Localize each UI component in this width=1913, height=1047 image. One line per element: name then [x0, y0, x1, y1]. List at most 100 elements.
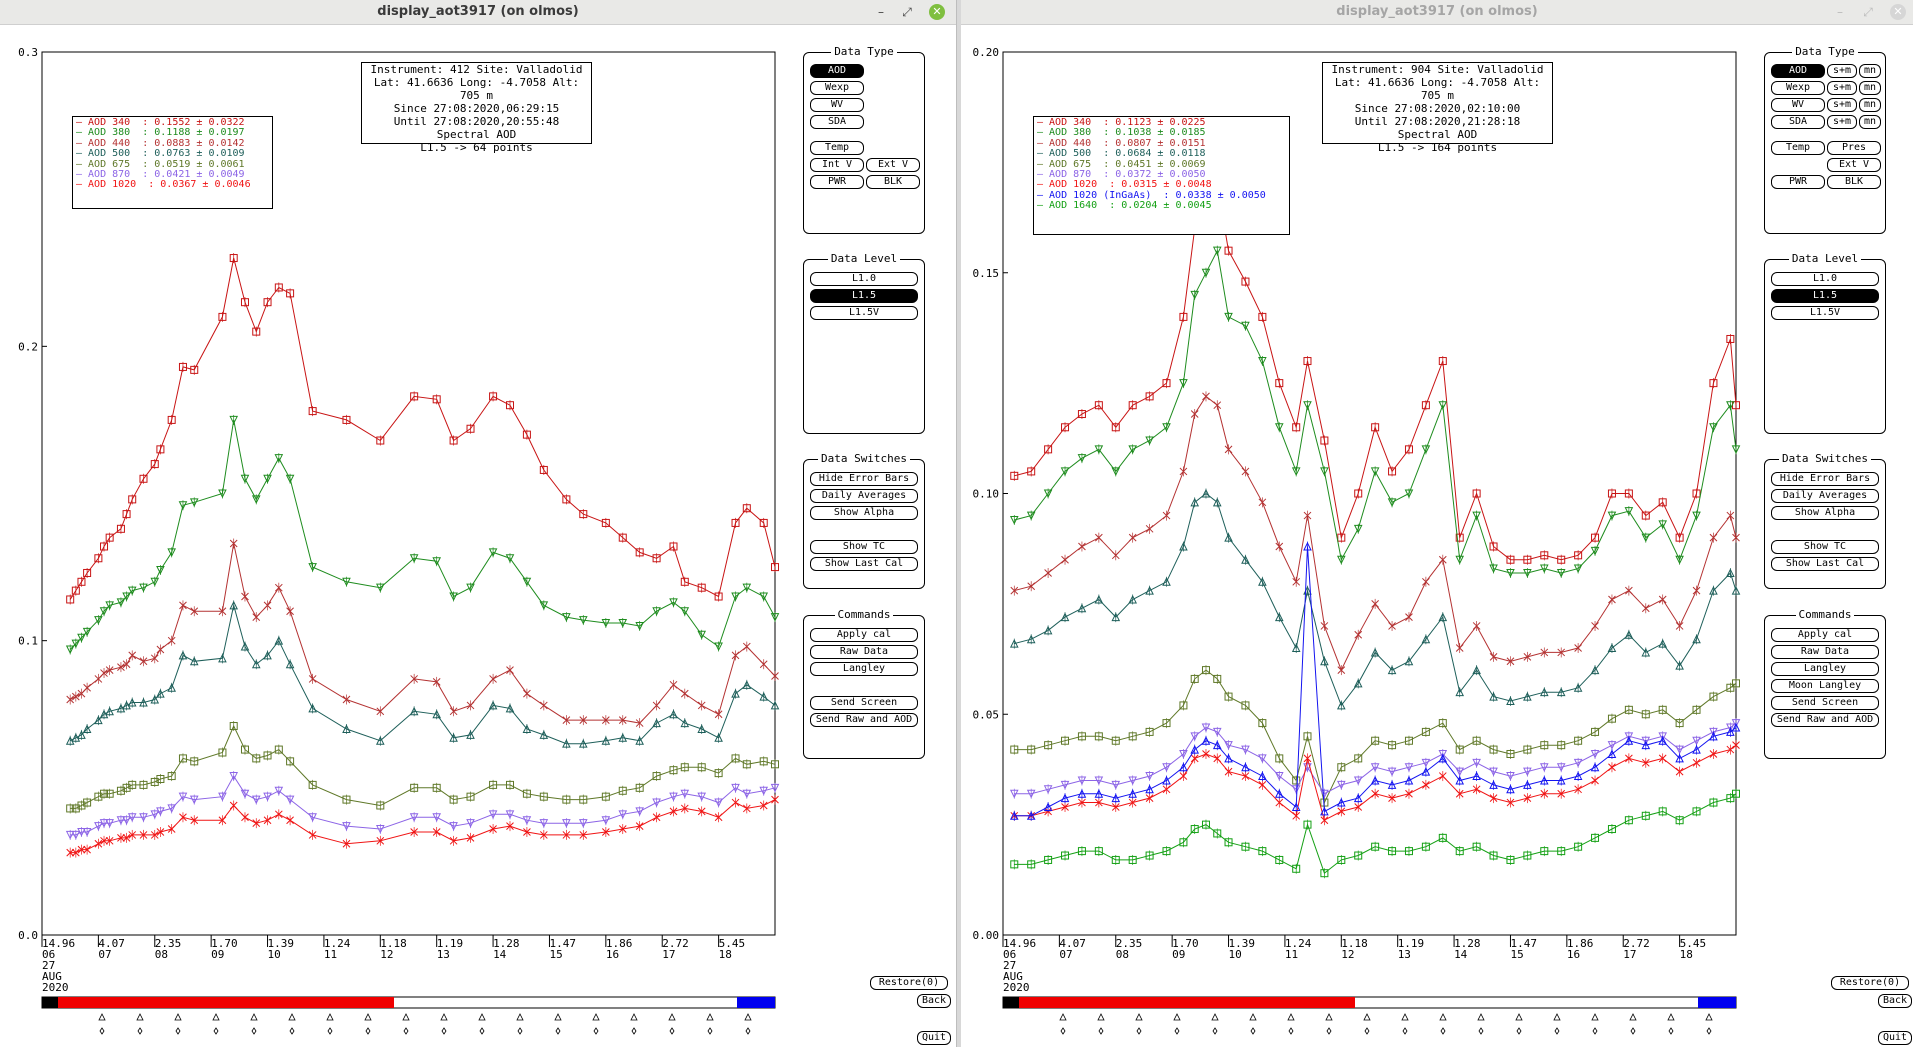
data-point [1026, 789, 1036, 799]
show-alpha-button[interactable]: Show Alpha [810, 506, 918, 520]
quit-button[interactable]: Quit [1878, 1031, 1912, 1045]
data-point [1658, 705, 1667, 714]
data-point [83, 683, 91, 692]
show-last-cal-button[interactable]: Show Last Cal [810, 557, 918, 571]
ext-v-button[interactable]: Ext V [1827, 158, 1881, 172]
wexp-button[interactable]: Wexp [1771, 81, 1825, 95]
x-tick-label: 1.18 [380, 937, 407, 950]
pres-button[interactable]: Pres [1827, 141, 1881, 155]
legend-entry: — AOD 440 : 0.0883 ± 0.0142 [76, 137, 245, 149]
level-l10-button[interactable]: L1.0 [1771, 272, 1879, 286]
blk-button[interactable]: BLK [866, 175, 920, 189]
level-l15v-button[interactable]: L1.5V [1771, 306, 1879, 320]
back-button[interactable]: Back [1878, 994, 1912, 1008]
level-l15-button[interactable]: L1.5 [810, 289, 918, 303]
level-l15-button[interactable]: L1.5 [1771, 289, 1879, 303]
sda-button[interactable]: SDA [810, 115, 864, 129]
hide-error-bars-button[interactable]: Hide Error Bars [1771, 472, 1879, 486]
show-tc-button[interactable]: Show TC [1771, 540, 1879, 554]
back-button[interactable]: Back [917, 994, 951, 1008]
data-point [1061, 851, 1070, 860]
close-icon[interactable]: ✕ [929, 4, 945, 20]
sm-button[interactable]: s+m [1827, 64, 1857, 78]
send-raw-and-aod-button[interactable]: Send Raw and AOD [1771, 713, 1879, 727]
daily-averages-button[interactable]: Daily Averages [810, 489, 918, 503]
window-titlebar[interactable]: display_aot3917 (on olmos) – ⤢ ✕ [0, 0, 956, 25]
data-point [1709, 692, 1718, 701]
send-raw-and-aod-button[interactable]: Send Raw and AOD [810, 713, 918, 727]
data-point [618, 786, 627, 795]
mn-button[interactable]: mn [1859, 64, 1881, 78]
temp-button[interactable]: Temp [810, 141, 864, 155]
apply-cal-button[interactable]: Apply cal [810, 628, 918, 642]
level-l10-button[interactable]: L1.0 [810, 272, 918, 286]
show-last-cal-button[interactable]: Show Last Cal [1771, 557, 1879, 571]
series-line [70, 775, 776, 836]
aod-button[interactable]: AOD [1771, 64, 1825, 78]
close-icon[interactable]: ✕ [1890, 4, 1906, 20]
send-screen-button[interactable]: Send Screen [810, 696, 918, 710]
show-tc-button[interactable]: Show TC [810, 540, 918, 554]
level-l15v-button[interactable]: L1.5V [810, 306, 918, 320]
x-tick-label: 1.39 [268, 937, 295, 950]
temp-button[interactable]: Temp [1771, 141, 1825, 155]
sm-button[interactable]: s+m [1827, 115, 1857, 129]
raw-data-button[interactable]: Raw Data [1771, 645, 1879, 659]
hide-error-bars-button[interactable]: Hide Error Bars [810, 472, 918, 486]
data-point [1010, 745, 1019, 754]
data-point [139, 583, 148, 593]
pwr-button[interactable]: PWR [810, 175, 864, 189]
data-point [1590, 546, 1600, 556]
ext-v-button[interactable]: Ext V [866, 158, 920, 172]
sm-button[interactable]: s+m [1827, 81, 1857, 95]
series-line [70, 724, 776, 809]
minimize-icon[interactable]: – [878, 5, 884, 19]
wv-button[interactable]: WV [810, 98, 864, 112]
data-point [1675, 745, 1684, 755]
minimize-icon[interactable]: – [1837, 5, 1843, 19]
data-point [1275, 542, 1284, 551]
restore-button[interactable]: Restore(0) [1831, 976, 1909, 990]
sm-button[interactable]: s+m [1827, 98, 1857, 112]
window-titlebar[interactable]: display_aot3917 (on olmos) – ⤢ ✕ [961, 0, 1913, 25]
aod-button[interactable]: AOD [810, 64, 864, 78]
data-point [71, 692, 80, 701]
send-screen-button[interactable]: Send Screen [1771, 696, 1879, 710]
wv-button[interactable]: WV [1771, 98, 1825, 112]
marker-symbol [1402, 1027, 1408, 1035]
langley-button[interactable]: Langley [810, 662, 918, 676]
maximize-icon[interactable]: ⤢ [902, 5, 912, 19]
raw-data-button[interactable]: Raw Data [810, 645, 918, 659]
pwr-button[interactable]: PWR [1771, 175, 1825, 189]
wexp-button[interactable]: Wexp [810, 81, 864, 95]
data-point [1658, 732, 1668, 741]
data-point [122, 834, 131, 842]
int-v-button[interactable]: Int V [810, 158, 864, 172]
quit-button[interactable]: Quit [917, 1031, 951, 1045]
mn-button[interactable]: mn [1859, 115, 1881, 129]
x-tick-day: 12 [380, 948, 393, 961]
blk-button[interactable]: BLK [1827, 175, 1881, 189]
marker-symbol [1211, 1013, 1219, 1021]
moon-langley-button[interactable]: Moon Langley [1771, 679, 1879, 693]
restore-button[interactable]: Restore(0) [870, 976, 948, 990]
data-point [100, 789, 109, 798]
mn-button[interactable]: mn [1859, 98, 1881, 112]
data-point [1292, 811, 1301, 820]
marker-symbol [327, 1027, 333, 1035]
langley-button[interactable]: Langley [1771, 662, 1879, 676]
data-point [1591, 727, 1600, 736]
sda-button[interactable]: SDA [1771, 115, 1825, 129]
data-point [229, 415, 239, 425]
panel-title: Data Switches [1778, 452, 1872, 465]
data-point [714, 642, 723, 652]
maximize-icon[interactable]: ⤢ [1863, 5, 1873, 19]
daily-averages-button[interactable]: Daily Averages [1771, 489, 1879, 503]
mn-button[interactable]: mn [1859, 81, 1881, 95]
data-point [1274, 423, 1284, 432]
data-point [1061, 423, 1070, 432]
panel-title: Commands [1795, 608, 1855, 621]
apply-cal-button[interactable]: Apply cal [1771, 628, 1879, 642]
data-point [375, 825, 385, 834]
show-alpha-button[interactable]: Show Alpha [1771, 506, 1879, 520]
